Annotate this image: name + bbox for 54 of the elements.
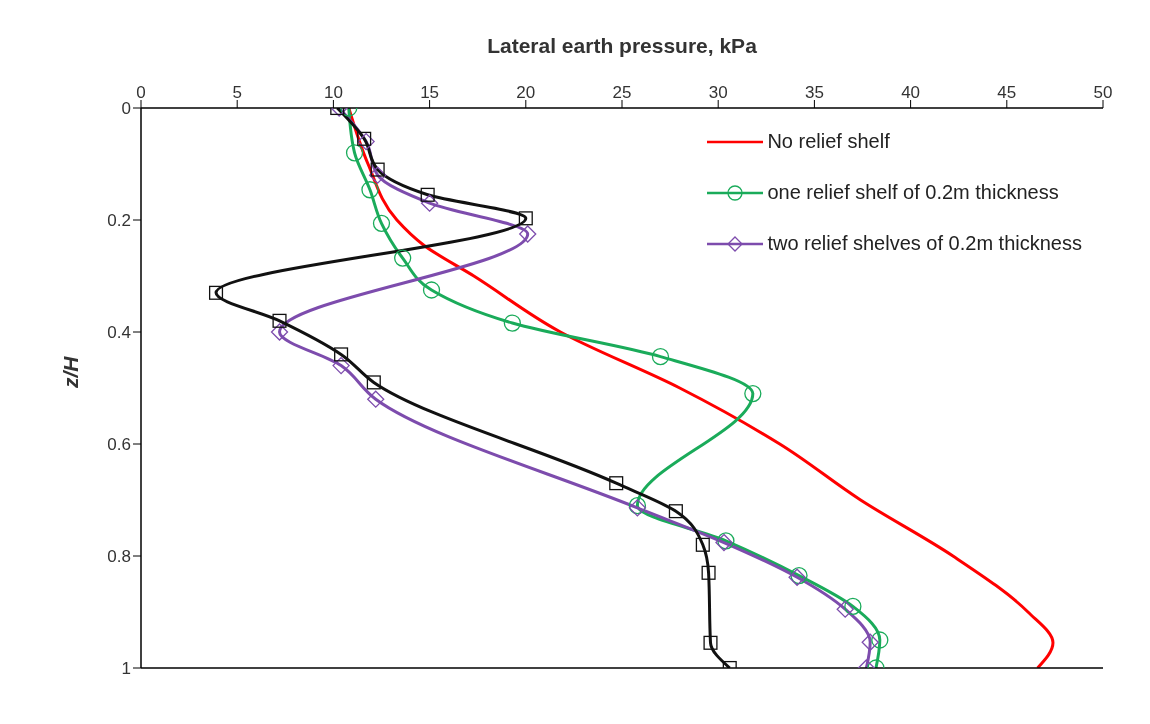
y-axis-title: z/H <box>59 355 83 389</box>
point <box>357 131 372 146</box>
point <box>744 384 762 403</box>
y-tick-label: 0.2 <box>107 211 131 231</box>
x-tick-label: 25 <box>612 83 632 102</box>
point <box>519 225 537 243</box>
y-tick-label: 0.4 <box>107 323 131 343</box>
point <box>861 633 879 651</box>
x-tick-label: 5 <box>232 83 242 102</box>
point <box>701 565 716 580</box>
point <box>372 214 391 233</box>
y-tick-label: 0 <box>121 99 131 119</box>
point <box>334 347 349 362</box>
x-tick-label: 35 <box>804 83 824 102</box>
point <box>272 313 287 328</box>
point <box>357 132 375 151</box>
x-tick-label: 50 <box>1093 83 1113 102</box>
point <box>703 635 718 650</box>
point <box>366 375 381 390</box>
y-tick-label: 0.6 <box>107 435 131 455</box>
point <box>695 537 710 552</box>
point <box>503 314 521 332</box>
point <box>332 356 350 375</box>
legend-label: two relief shelves of 0.2m thickness <box>767 232 1082 255</box>
point <box>345 144 364 162</box>
y-tick-label: 0.8 <box>107 547 131 567</box>
point <box>420 194 439 212</box>
x-axis-title: Lateral earth pressure, kPa <box>487 33 758 57</box>
point <box>836 600 854 618</box>
x-tick-label: 10 <box>323 83 343 102</box>
point <box>208 285 224 300</box>
x-tick-label: 45 <box>997 83 1017 102</box>
point <box>844 597 862 616</box>
point <box>609 476 624 491</box>
point <box>367 390 385 408</box>
point <box>394 249 412 267</box>
legend-label: No relief shelf <box>767 130 890 153</box>
point <box>518 211 533 226</box>
point <box>651 347 670 366</box>
point <box>871 631 889 649</box>
x-tick-label: 40 <box>901 83 921 102</box>
legend-label: one relief shelf of 0.2m thickness <box>767 181 1059 204</box>
point <box>369 166 387 184</box>
x-tick-label: 30 <box>708 83 728 102</box>
point <box>370 162 385 177</box>
y-tick-label: 1 <box>121 659 131 679</box>
x-tick-label: 0 <box>136 83 146 102</box>
x-tick-label: 20 <box>516 83 536 102</box>
point <box>668 504 683 519</box>
point <box>422 281 441 299</box>
point <box>270 323 289 341</box>
point <box>420 187 435 202</box>
x-tick-label: 15 <box>420 83 440 102</box>
point <box>361 181 379 199</box>
